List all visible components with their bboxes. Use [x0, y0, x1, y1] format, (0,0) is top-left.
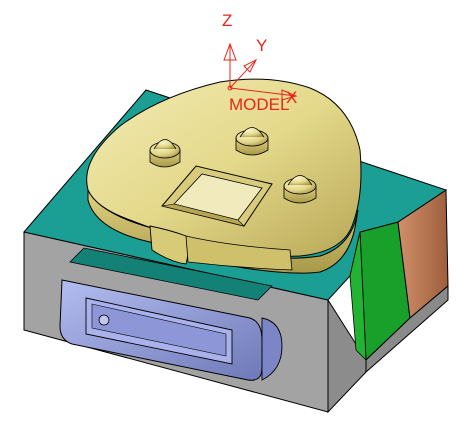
boss-left[interactable]: [149, 139, 181, 168]
workplane-label: MODEL: [229, 95, 289, 114]
x-axis-label: X: [286, 88, 297, 107]
y-arrowhead-icon: [243, 58, 258, 73]
x-arrowhead-icon: [281, 89, 298, 101]
coordinate-triad[interactable]: Z Y X MODEL: [222, 11, 298, 114]
insert-pin-hole: [98, 314, 110, 326]
z-axis-label: Z: [222, 11, 232, 30]
block-right-lower-face[interactable]: [365, 284, 449, 374]
y-axis-label: Y: [256, 36, 267, 55]
boss-right[interactable]: [283, 175, 317, 204]
runner-pocket: [69, 247, 273, 301]
triad-origin-icon: [227, 85, 233, 91]
core-pocket[interactable]: [161, 165, 273, 227]
boss-center[interactable]: [235, 127, 269, 156]
core-front-step: [185, 235, 293, 271]
z-arrowhead-icon: [223, 42, 237, 61]
y-axis: [229, 59, 257, 89]
x-axis: [229, 87, 297, 97]
slide-insert[interactable]: [59, 279, 283, 381]
green-trim: [349, 231, 367, 362]
